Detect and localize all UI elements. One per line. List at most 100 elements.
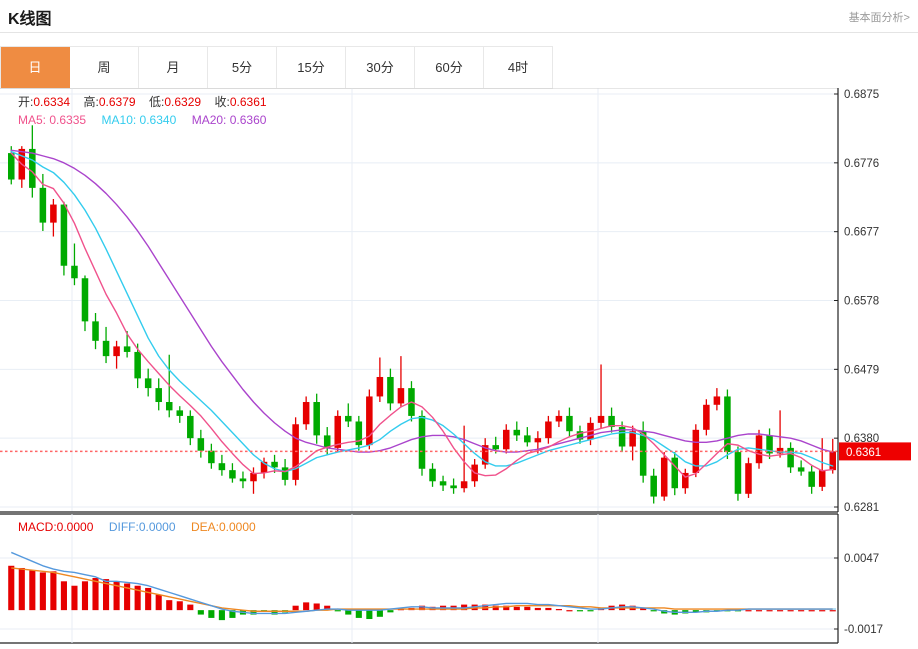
candle-body [8,153,15,180]
candle-body [650,475,657,497]
current-price-flag: 0.6361 [839,442,911,461]
macd-histogram-bar [524,606,531,611]
candle-body [576,431,584,440]
candle-body [545,421,552,439]
candle-body [797,467,805,472]
macd-histogram-bar [176,601,183,611]
current-price-value: 0.6361 [846,447,881,459]
timeframe-tabbar: 日 周 月 5分 15分 30分 60分 4时 [0,46,918,89]
macd-histogram-bar [808,610,815,612]
candle-body [50,204,57,223]
macd-histogram-bar [8,565,15,611]
tab-0[interactable]: 日 [1,47,70,88]
candle-body [608,415,615,428]
candle-body [429,468,436,482]
ma-lines [10,149,834,478]
candle-body [71,265,78,279]
macd-histogram-bar [355,610,362,618]
tab-label: 15分 [297,60,325,75]
macd-histogram-bar [513,606,520,611]
tab-7[interactable]: 4时 [484,47,553,88]
macd-histogram-bar [18,567,25,611]
macd-axis-label: -0.0017 [844,624,883,636]
macd-panel: 0.0047 -0.0017 [0,513,883,644]
candle-body [92,321,99,341]
candle-body [218,463,226,471]
candle-body [502,429,510,450]
macd-histogram-bar [250,610,257,615]
candle-body [313,402,320,436]
price-legend-row1: 开:0.6334 高:0.6379 低:0.6329 收:0.6361 [18,93,267,111]
macd-histogram-bar [829,610,836,612]
macd-histogram-bar [303,602,310,611]
macd-histogram-bar [124,583,131,611]
candle-body [376,376,384,397]
candle-body [745,463,752,494]
candle-body [492,445,499,450]
ma10-value: 0.6340 [139,113,177,127]
macd-histogram-bar [134,585,141,611]
macd-histogram-bar [503,605,510,611]
macd-histogram-bar [534,607,541,611]
macd-histogram-bar [777,610,784,612]
macd-histogram-bar [166,600,173,611]
candle-body [524,435,531,443]
price-axis-label: 0.6677 [844,227,879,239]
macd-histogram-bar [292,605,299,611]
macd-histogram-bar [650,610,657,612]
candle-body [481,445,489,465]
candle-body [629,431,636,447]
candle-body [734,452,742,494]
kline-chart-svg[interactable]: 0.6875 0.6776 0.6677 0.6578 0.6479 0.6380 0.62… [0,88,918,649]
candle-body [123,346,131,352]
dea-label: DEA: [190,520,219,534]
tab-6[interactable]: 60分 [415,47,484,88]
macd-histogram-bar [50,571,57,611]
macd-histogram-bar [334,610,341,612]
candle-body [113,346,120,357]
ma5-value: 0.6335 [49,113,87,127]
macd-histogram-bar [39,572,46,611]
candle-body [187,415,194,439]
candle-body [597,415,605,423]
candle-body [450,485,457,489]
candle-body [724,396,731,453]
candle-body [29,148,36,188]
candle-body [60,204,68,266]
candle-body [323,435,331,448]
candle-body [144,378,152,389]
candle-body [439,481,447,486]
macd-legend: MACD:0.0000 DIFF:0.0000 DEA:0.0000 [18,518,256,536]
candle-body [355,421,363,446]
candle-body [460,481,468,489]
candle-body [260,461,268,473]
macd-histogram-bar [418,605,426,611]
candle-body [155,388,162,403]
tab-3[interactable]: 5分 [208,47,277,88]
candle-body [682,472,689,489]
candle-body [165,402,173,411]
macd-histogram-bar [345,610,352,615]
candle-body [271,461,278,468]
ma5-label: MA5: [18,113,47,127]
tab-1[interactable]: 周 [70,47,139,88]
fundamental-analysis-link[interactable]: 基本面分析> [848,12,910,24]
candle-body [334,415,342,448]
macd-histogram-bar [387,610,394,613]
macd-axis-label: 0.0047 [844,553,879,565]
candle-body [239,478,247,482]
price-legend-row2: MA5: 0.6335 MA10: 0.6340 MA20: 0.6360 [18,111,266,129]
ma20-label: MA20: [191,113,227,127]
candle-body [660,457,668,497]
macd-histogram-bar [208,610,215,618]
tab-2[interactable]: 月 [139,47,208,88]
macd-histogram-bar [324,605,331,611]
tab-5[interactable]: 30分 [346,47,415,88]
candle-body [229,470,236,479]
candle-body [176,410,184,416]
macd-histogram-bar [566,610,573,612]
price-axis-label: 0.6281 [844,502,879,514]
macd-histogram-bar [819,610,826,612]
tab-4[interactable]: 15分 [277,47,346,88]
candle-body [534,438,542,443]
